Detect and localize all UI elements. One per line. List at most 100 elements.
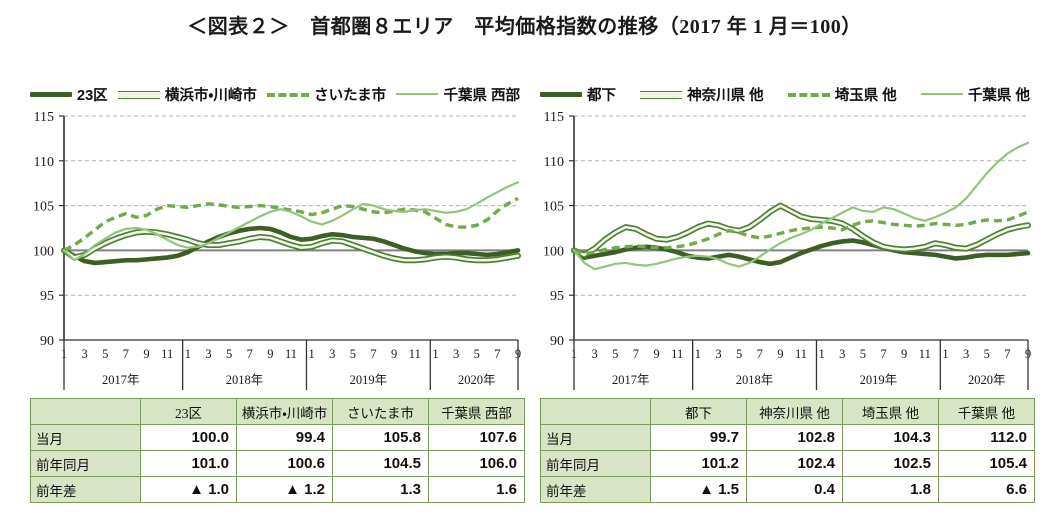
table-cell: 112.0 — [938, 424, 1035, 451]
svg-text:9: 9 — [901, 347, 907, 361]
table-col-header: 千葉県 西部 — [428, 398, 525, 425]
table-cell: 106.0 — [428, 450, 525, 477]
table-cell: 101.0 — [140, 450, 237, 477]
svg-text:7: 7 — [123, 347, 129, 361]
svg-text:11: 11 — [919, 347, 931, 361]
table-corner-cell — [540, 398, 651, 425]
svg-text:5: 5 — [984, 347, 990, 361]
svg-text:1: 1 — [185, 347, 191, 361]
right-chart-svg: 115110105100959013579112017年13579112018年… — [543, 110, 1031, 390]
table-col-header: 23区 — [140, 398, 237, 425]
svg-text:1: 1 — [942, 347, 948, 361]
legend-item-2[interactable]: さいたま市 — [267, 84, 386, 105]
legend-item-0[interactable]: 都下 — [540, 84, 616, 105]
legend-item-3[interactable]: 千葉県 他 — [920, 84, 1030, 105]
svg-text:3: 3 — [453, 347, 459, 361]
svg-text:3: 3 — [329, 347, 335, 361]
left-chart-svg: 115110105100959013579112017年13579112018年… — [33, 110, 521, 390]
legend-label: 神奈川県 他 — [687, 87, 764, 104]
svg-text:100: 100 — [543, 244, 564, 259]
right-chart-legend: 都下 神奈川県 他 埼玉県 他 千葉県 他 — [526, 80, 1038, 108]
table-cell: 1.3 — [332, 476, 429, 503]
svg-text:3: 3 — [82, 347, 88, 361]
svg-text:90: 90 — [40, 334, 54, 349]
svg-text:90: 90 — [550, 334, 564, 349]
svg-text:7: 7 — [757, 347, 763, 361]
table-cell: 107.6 — [428, 424, 525, 451]
left-panel: 23区 横浜市・川崎市 さいたま市 千葉県 西部 115 110 105 100 95 9… — [16, 80, 528, 530]
svg-text:3: 3 — [839, 347, 845, 361]
table-cell: 102.5 — [842, 450, 939, 477]
table-row: 当月 100.0 99.4 105.8 107.6 — [30, 424, 525, 451]
table-col-header: 横浜市・川崎市 — [236, 398, 333, 425]
page-title: ＜図表２＞ 首都圏８エリア 平均価格指数の推移（2017 年 1 月＝100） — [187, 16, 862, 38]
svg-text:2019年: 2019年 — [860, 373, 898, 387]
svg-text:2020年: 2020年 — [968, 373, 1006, 387]
table-cell: ▲ 1.2 — [236, 476, 333, 503]
legend-label: 横浜市・川崎市 — [164, 87, 257, 104]
table-cell: 102.4 — [746, 450, 843, 477]
legend-line-solid-thick-icon — [540, 88, 582, 100]
right-summary-table: 都下 神奈川県 他 埼玉県 他 千葉県 他 当月 99.7 102.8 104.… — [540, 398, 1035, 503]
legend-label: 埼玉県 他 — [834, 87, 897, 104]
svg-text:2017年: 2017年 — [102, 373, 140, 387]
table-header-row: 23区 横浜市・川崎市 さいたま市 千葉県 西部 — [30, 398, 525, 425]
legend-item-1[interactable]: 横浜市・川崎市 — [117, 84, 257, 105]
legend-label: 23区 — [77, 87, 108, 104]
svg-text:3: 3 — [963, 347, 969, 361]
table-col-header: 神奈川県 他 — [746, 398, 843, 425]
table-cell: ▲ 1.5 — [650, 476, 747, 503]
svg-text:5: 5 — [474, 347, 480, 361]
svg-text:5: 5 — [612, 347, 618, 361]
svg-text:7: 7 — [370, 347, 376, 361]
svg-text:9: 9 — [653, 347, 659, 361]
legend-label: 都下 — [587, 87, 616, 104]
legend-item-3[interactable]: 千葉県 西部 — [396, 84, 520, 105]
legend-label: 千葉県 西部 — [443, 87, 520, 104]
legend-line-dashed-icon — [787, 88, 830, 100]
svg-text:11: 11 — [671, 347, 683, 361]
table-row-label: 前年差 — [30, 476, 141, 503]
legend-item-1[interactable]: 神奈川県 他 — [640, 84, 764, 105]
svg-text:11: 11 — [795, 347, 807, 361]
left-summary-table: 23区 横浜市・川崎市 さいたま市 千葉県 西部 当月 100.0 99.4 1… — [30, 398, 525, 503]
table-cell: 99.7 — [650, 424, 747, 451]
table-cell: 0.4 — [746, 476, 843, 503]
svg-text:115: 115 — [544, 110, 564, 125]
table-cell: 100.0 — [140, 424, 237, 451]
legend-line-thin-icon — [920, 88, 963, 100]
svg-text:5: 5 — [102, 347, 108, 361]
table-cell: 102.8 — [746, 424, 843, 451]
table-col-header: 埼玉県 他 — [842, 398, 939, 425]
svg-text:100: 100 — [33, 244, 54, 259]
legend-item-2[interactable]: 埼玉県 他 — [787, 84, 897, 105]
svg-text:7: 7 — [633, 347, 639, 361]
legend-label: さいたま市 — [314, 87, 387, 104]
svg-text:2018年: 2018年 — [226, 373, 264, 387]
svg-text:3: 3 — [592, 347, 598, 361]
svg-text:9: 9 — [143, 347, 149, 361]
legend-item-0[interactable]: 23区 — [30, 84, 108, 105]
svg-text:1: 1 — [695, 347, 701, 361]
svg-text:115: 115 — [34, 110, 54, 125]
svg-text:5: 5 — [226, 347, 232, 361]
table-row: 前年差 ▲ 1.0 ▲ 1.2 1.3 1.6 — [30, 476, 525, 503]
svg-text:7: 7 — [880, 347, 886, 361]
table-row-label: 前年同月 — [30, 450, 141, 477]
right-chart: 115110105100959013579112017年13579112018年… — [526, 108, 1038, 393]
legend-line-solid-thick-icon — [30, 88, 72, 100]
table-cell: 105.4 — [938, 450, 1035, 477]
table-cell: 1.8 — [842, 476, 939, 503]
svg-text:7: 7 — [247, 347, 253, 361]
legend-line-double-icon — [640, 88, 683, 100]
svg-text:95: 95 — [550, 289, 564, 304]
table-col-header: 都下 — [650, 398, 747, 425]
table-corner-cell — [30, 398, 141, 425]
table-col-header: さいたま市 — [332, 398, 429, 425]
table-cell: 100.6 — [236, 450, 333, 477]
table-cell: 104.3 — [842, 424, 939, 451]
table-row: 当月 99.7 102.8 104.3 112.0 — [540, 424, 1035, 451]
table-cell: 99.4 — [236, 424, 333, 451]
table-cell: 1.6 — [428, 476, 525, 503]
